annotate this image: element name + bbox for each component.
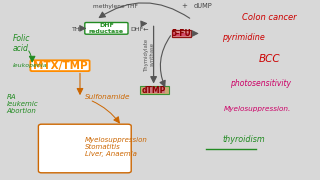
FancyBboxPatch shape bbox=[173, 33, 189, 36]
Text: Colon cancer: Colon cancer bbox=[242, 13, 296, 22]
Text: Sulfonamide: Sulfonamide bbox=[85, 94, 130, 100]
Text: DHF←: DHF← bbox=[130, 27, 148, 32]
Text: BCC: BCC bbox=[259, 54, 281, 64]
FancyBboxPatch shape bbox=[144, 87, 165, 93]
Text: leukopenia: leukopenia bbox=[13, 63, 47, 68]
Text: DHF
reductase: DHF reductase bbox=[89, 23, 124, 34]
Text: dUMP: dUMP bbox=[194, 3, 212, 9]
Text: thyroidism: thyroidism bbox=[222, 135, 265, 144]
Text: Myelosuppression.: Myelosuppression. bbox=[224, 106, 291, 112]
FancyBboxPatch shape bbox=[172, 30, 191, 37]
Text: 5-FU: 5-FU bbox=[172, 29, 191, 38]
Text: MTX/TMP: MTX/TMP bbox=[33, 61, 87, 71]
Text: Myelosuppression
Stomatitis
Liver, Anaemia: Myelosuppression Stomatitis Liver, Anaem… bbox=[85, 137, 148, 157]
FancyBboxPatch shape bbox=[38, 124, 131, 173]
Text: RA
leukemic
Abortion: RA leukemic Abortion bbox=[6, 93, 38, 114]
Text: photosensitivity: photosensitivity bbox=[230, 79, 292, 88]
Text: methylene THF: methylene THF bbox=[93, 4, 138, 9]
FancyBboxPatch shape bbox=[30, 60, 90, 71]
Text: THF: THF bbox=[72, 27, 84, 32]
Text: Folic
acid: Folic acid bbox=[13, 33, 30, 53]
FancyBboxPatch shape bbox=[85, 22, 128, 34]
Text: +: + bbox=[181, 3, 187, 9]
Text: pyrimidine: pyrimidine bbox=[222, 33, 265, 42]
Text: dTMP: dTMP bbox=[142, 86, 166, 95]
FancyBboxPatch shape bbox=[140, 86, 169, 94]
Text: Thymidylate
synthase: Thymidylate synthase bbox=[144, 37, 155, 71]
